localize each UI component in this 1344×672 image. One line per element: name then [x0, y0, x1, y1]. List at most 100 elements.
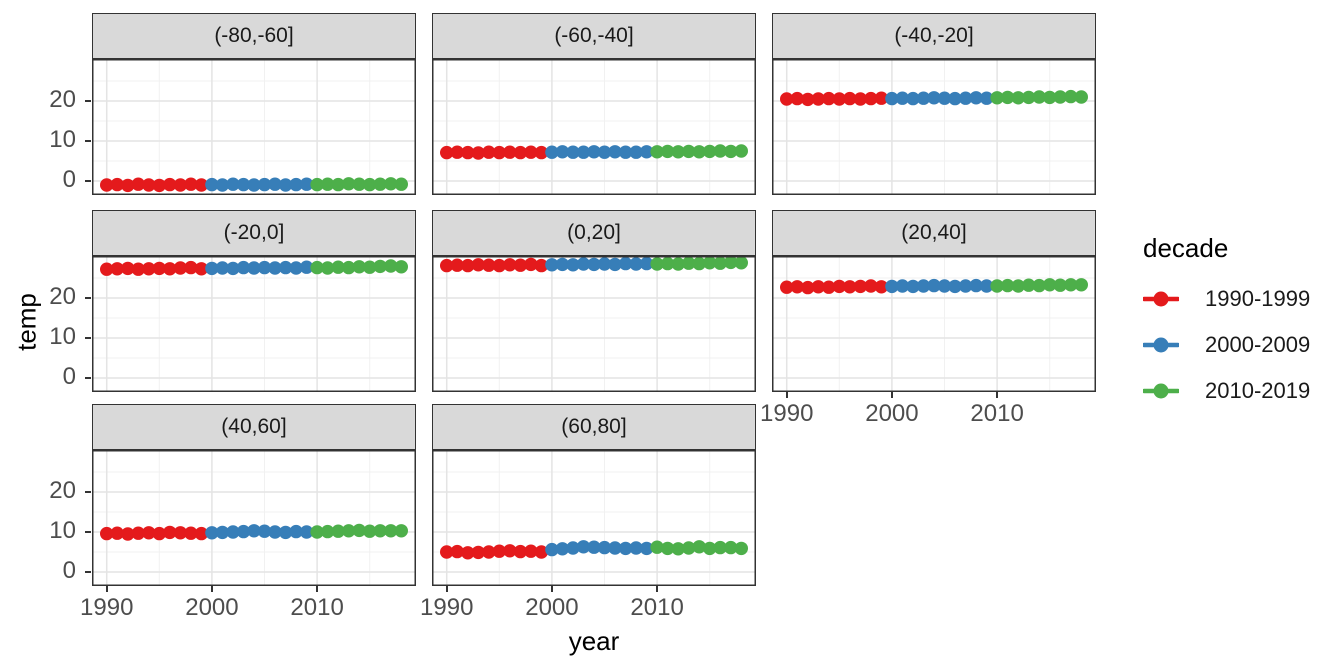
- data-point: [471, 146, 485, 160]
- facet: (40,60]: [92, 404, 416, 586]
- legend-items: 1990-1999 2000-2009 2010-2019: [1143, 276, 1310, 414]
- facet: (-20,0]: [92, 210, 416, 392]
- data-point: [289, 177, 303, 192]
- data-point: [1074, 90, 1088, 104]
- data-point: [121, 178, 135, 193]
- data-point: [916, 279, 931, 293]
- data-point: [163, 177, 177, 192]
- data-point: [492, 544, 506, 558]
- data-point: [440, 258, 454, 273]
- series-2010-2019: [650, 256, 748, 271]
- data-point: [100, 262, 114, 276]
- data-point: [394, 524, 408, 538]
- series-1990-1999: [440, 544, 549, 560]
- data-point: [110, 262, 124, 276]
- data-point: [142, 262, 156, 276]
- facet-strip: (-20,0]: [92, 210, 416, 256]
- data-point: [278, 178, 293, 192]
- data-point: [352, 523, 366, 538]
- data-point: [100, 526, 114, 541]
- data-point: [780, 280, 794, 294]
- data-point: [363, 524, 377, 538]
- facet-strip: (-40,-20]: [772, 13, 1096, 59]
- data-point: [545, 258, 559, 272]
- facet-strip: (60,80]: [432, 404, 756, 450]
- y-tick-mark: [85, 377, 91, 379]
- x-tick-label: 2010: [290, 594, 344, 621]
- data-point: [1000, 90, 1015, 105]
- x-tick-mark: [656, 586, 659, 592]
- data-point: [650, 540, 664, 554]
- data-point: [650, 145, 664, 159]
- data-point: [1074, 278, 1088, 292]
- data-point: [1053, 278, 1067, 292]
- data-point: [331, 524, 345, 538]
- data-point: [801, 92, 815, 107]
- x-tick-mark: [445, 586, 448, 592]
- series-2010-2019: [990, 89, 1088, 105]
- legend-item-label: 2000-2009: [1205, 332, 1311, 357]
- data-point: [843, 280, 857, 294]
- data-point: [990, 91, 1004, 105]
- data-point: [450, 258, 464, 272]
- data-point: [1011, 91, 1025, 105]
- data-point: [937, 91, 952, 105]
- data-point: [534, 258, 549, 273]
- facet-panel: [432, 59, 756, 195]
- data-point: [236, 177, 251, 192]
- data-point: [885, 91, 899, 106]
- data-point: [142, 178, 156, 192]
- legend-point-icon: [1153, 383, 1169, 399]
- facet-strip: (20,40]: [772, 210, 1096, 256]
- data-point: [247, 524, 261, 538]
- grid-lines: [432, 59, 756, 195]
- data-point: [373, 259, 387, 274]
- data-point: [895, 91, 910, 105]
- legend-point-icon: [1153, 337, 1169, 353]
- data-point: [566, 541, 580, 555]
- data-point: [384, 259, 398, 273]
- facet: (-60,-40]: [432, 13, 756, 195]
- data-point: [226, 261, 240, 276]
- legend-point-icon: [1153, 291, 1169, 307]
- x-tick-label: 2000: [185, 594, 239, 621]
- data-point: [110, 177, 124, 192]
- data-point: [566, 145, 580, 159]
- facet-strip-label: (-80,-60]: [214, 24, 294, 47]
- data-point: [660, 144, 675, 159]
- data-point: [121, 261, 135, 276]
- y-tick-label: 20: [49, 282, 76, 310]
- data-point: [471, 258, 485, 272]
- data-point: [131, 177, 145, 191]
- data-point: [373, 524, 387, 538]
- data-point: [226, 177, 240, 191]
- data-point: [801, 280, 815, 295]
- data-point: [724, 144, 738, 159]
- data-point: [524, 257, 538, 272]
- data-point: [703, 144, 717, 159]
- data-point: [703, 541, 717, 556]
- data-point: [236, 524, 251, 539]
- y-tick-mark: [85, 180, 91, 182]
- data-point: [310, 177, 324, 192]
- data-point: [513, 258, 528, 272]
- series-1990-1999: [100, 177, 209, 193]
- data-point: [822, 280, 836, 294]
- x-tick-mark: [785, 392, 788, 398]
- data-point: [268, 525, 282, 539]
- data-point: [173, 261, 188, 275]
- data-point: [384, 524, 398, 538]
- y-tick-mark: [85, 491, 91, 493]
- data-point: [247, 178, 261, 192]
- series-2010-2019: [310, 259, 408, 275]
- x-tick-label: 1990: [80, 594, 134, 621]
- data-point: [534, 545, 549, 559]
- data-point: [1064, 278, 1078, 292]
- data-point: [566, 258, 580, 272]
- data-point: [639, 256, 654, 271]
- series-1990-1999: [440, 145, 549, 160]
- data-point: [545, 542, 559, 557]
- data-point: [152, 261, 166, 276]
- data-point: [576, 145, 591, 159]
